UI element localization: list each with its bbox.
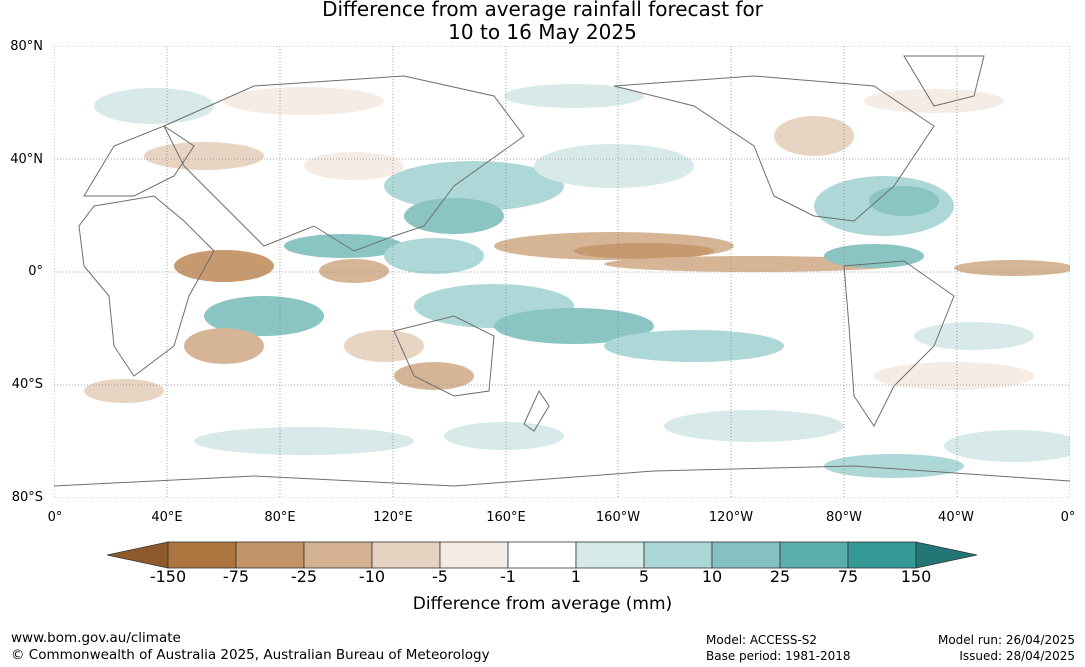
colorbar (107, 541, 978, 569)
lon-label-160e: 160°E (486, 510, 526, 525)
colorbar-tick: -150 (149, 567, 187, 586)
lon-label-160w: 160°W (595, 510, 641, 525)
colorbar-tick: -75 (222, 567, 250, 586)
lat-label-80s: 80°S (11, 490, 43, 505)
lat-label-40n: 40°N (10, 152, 43, 167)
colorbar-segment (303, 541, 373, 569)
colorbar-label: Difference from average (mm) (412, 594, 673, 614)
map-title-line1: Difference from average rainfall forecas… (322, 0, 763, 21)
colorbar-tick: -1 (500, 567, 516, 586)
colorbar-segment (371, 541, 441, 569)
colorbar-tick: 1 (570, 567, 582, 586)
rainfall-anomaly-map (54, 46, 1070, 498)
colorbar-tick: 25 (769, 567, 791, 586)
colorbar-segment (167, 541, 237, 569)
lon-label-120w: 120°W (708, 510, 754, 525)
colorbar-segment (643, 541, 713, 569)
colorbar-tick: -10 (358, 567, 386, 586)
colorbar-tick: -5 (432, 567, 448, 586)
colorbar-segment (847, 541, 917, 569)
colorbar-tick: -25 (290, 567, 318, 586)
lat-label-80n: 80°N (10, 39, 43, 54)
lat-label-0: 0° (28, 264, 43, 279)
lon-label-40w: 40°W (938, 510, 974, 525)
lon-label-80e: 80°E (264, 510, 296, 525)
footer-copyright: © Commonwealth of Australia 2025, Austra… (11, 647, 490, 663)
footer-issued: Issued: 28/04/2025 (959, 649, 1075, 663)
colorbar-segment (507, 541, 577, 569)
colorbar-tick: 5 (638, 567, 650, 586)
colorbar-tick: 10 (701, 567, 723, 586)
lon-label-0-west: 0° (47, 510, 63, 525)
colorbar-segment (439, 541, 509, 569)
colorbar-extend-high (915, 541, 978, 569)
graticule (54, 46, 1070, 498)
footer-model-run: Model run: 26/04/2025 (937, 633, 1075, 647)
lon-label-80w: 80°W (826, 510, 862, 525)
colorbar-segment (779, 541, 849, 569)
colorbar-extend-low (107, 541, 169, 569)
footer-url[interactable]: www.bom.gov.au/climate (11, 630, 181, 646)
lon-label-40e: 40°E (151, 510, 183, 525)
colorbar-segment (711, 541, 781, 569)
colorbar-segment (575, 541, 645, 569)
colorbar-tick: 150 (900, 567, 932, 586)
footer-model: Model: ACCESS-S2 (706, 633, 818, 647)
colorbar-tick: 75 (837, 567, 859, 586)
map-title-line2: 10 to 16 May 2025 (448, 20, 637, 44)
footer-base-period: Base period: 1981-2018 (706, 649, 851, 663)
colorbar-segment (235, 541, 305, 569)
lon-label-0-east: 0° (1060, 510, 1076, 525)
lat-label-40s: 40°S (11, 377, 43, 392)
lon-label-120e: 120°E (373, 510, 413, 525)
